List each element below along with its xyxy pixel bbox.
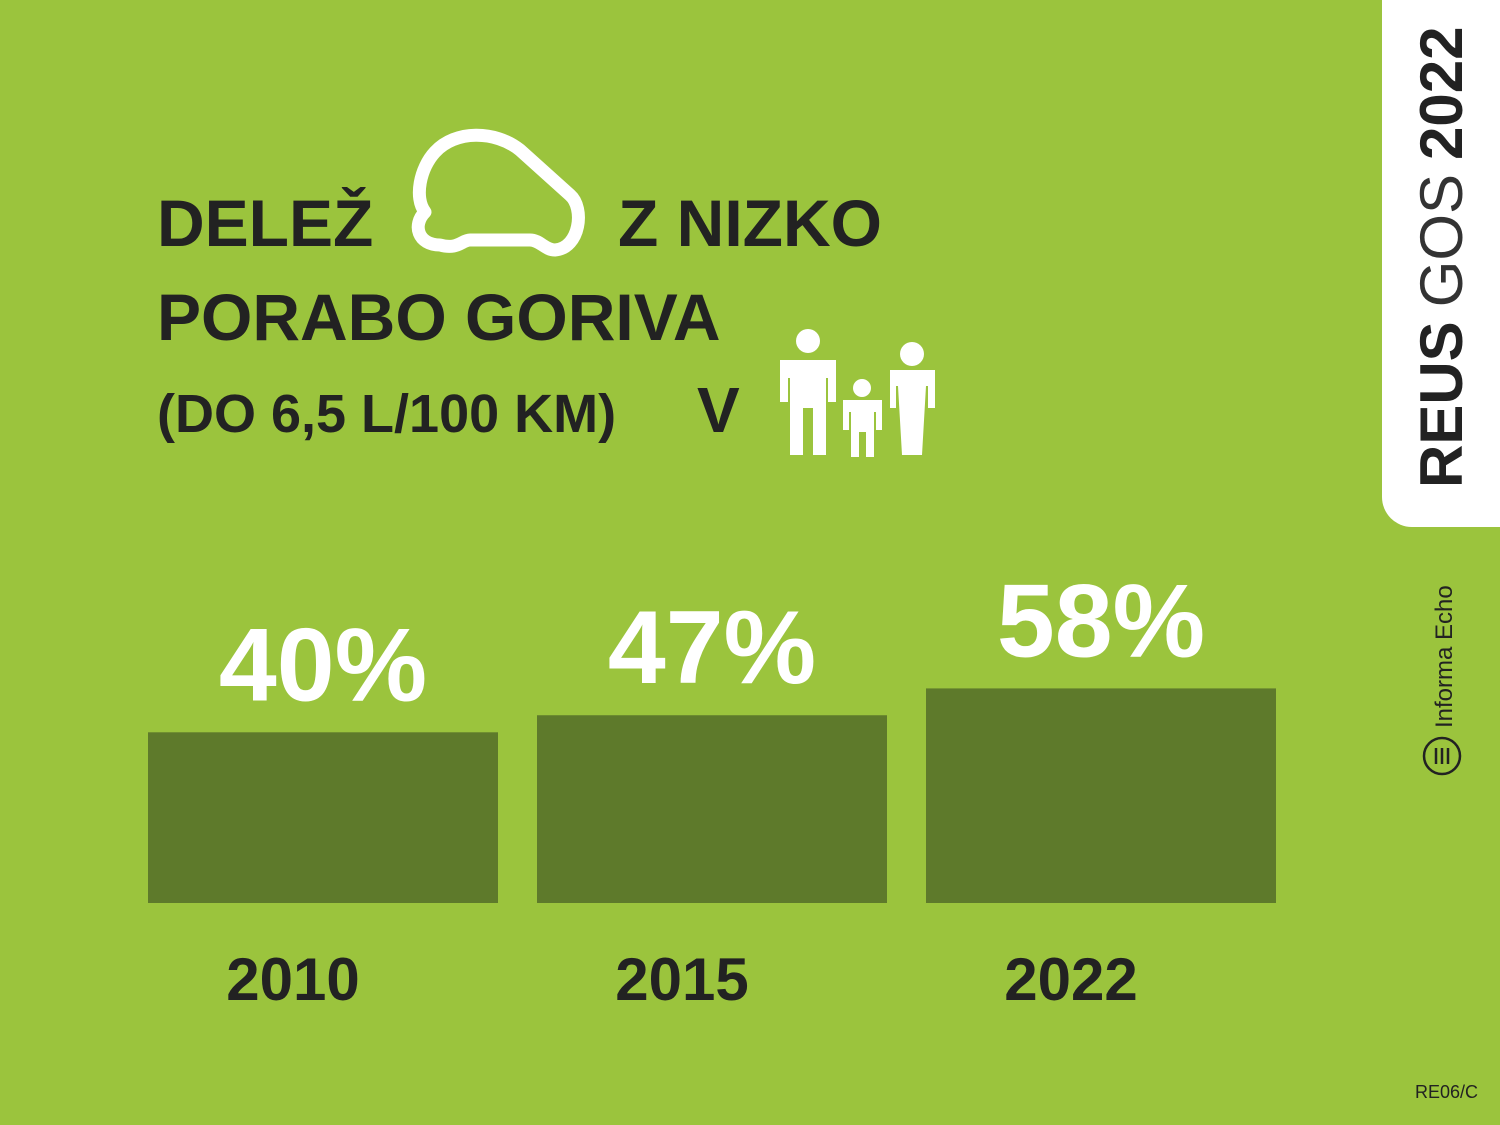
value-label: 47% [608,590,816,706]
title-line: PORABO GORIVA [157,280,720,354]
brand-part: REUS [1408,321,1475,488]
x-tick-label: 2010 [226,946,359,1013]
value-label: 58% [997,563,1205,679]
x-tick-label: 2022 [1004,946,1137,1013]
family-icon [780,329,935,457]
brand: REUS GOS 2022 [1408,26,1475,488]
title-line: DELEŽ [157,186,373,260]
publisher: Informa Echo [1431,585,1458,728]
side-tab [1382,0,1500,527]
brand-part: GOS [1408,174,1475,307]
bar [926,688,1276,903]
brand-part: 2022 [1408,26,1475,159]
x-tick-label: 2015 [615,946,748,1013]
footer-code: RE06/C [1415,1082,1478,1102]
title-line: Z NIZKO [618,186,882,260]
title-line: (DO 6,5 L/100 KM) [157,384,616,444]
publisher-logo [1422,736,1462,776]
title-line: V [697,374,740,446]
bar [148,732,498,903]
value-label: 40% [219,607,427,723]
bar [537,715,887,903]
car-icon [411,128,585,257]
